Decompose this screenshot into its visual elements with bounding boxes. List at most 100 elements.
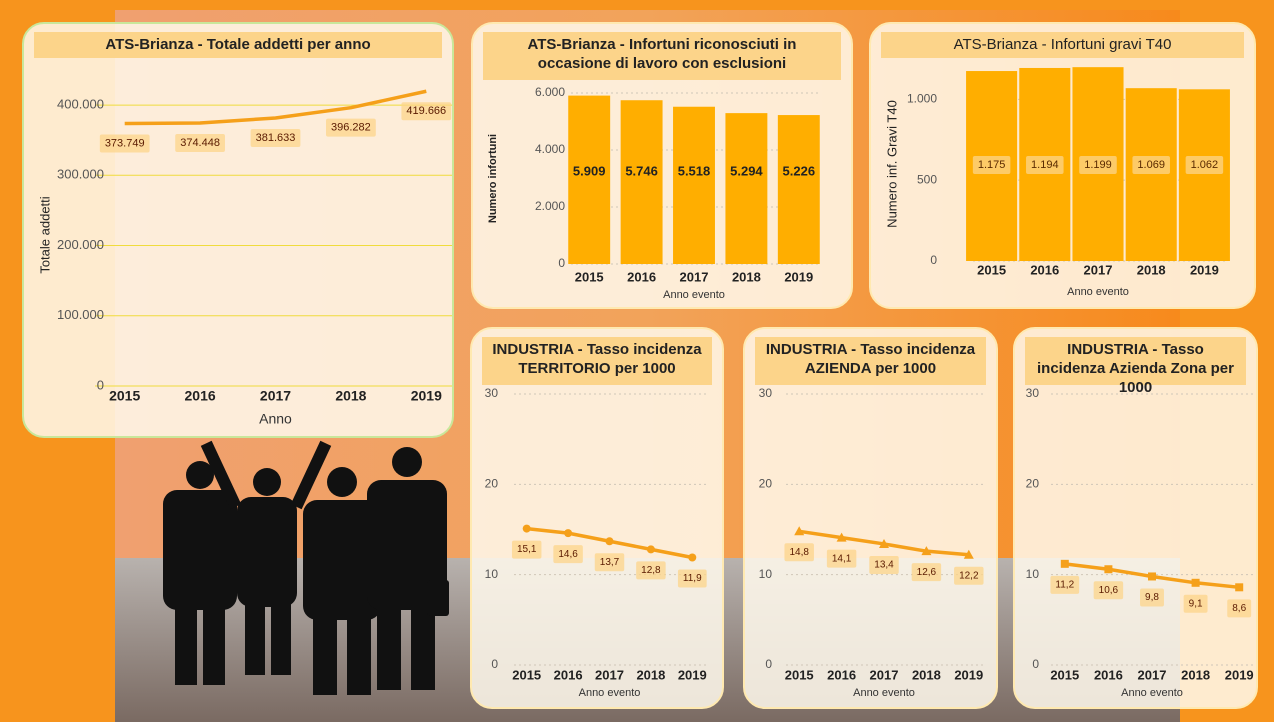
data-label: 5.294 (730, 163, 763, 178)
marker (1104, 565, 1113, 574)
data-label-group: 5.746 (625, 163, 658, 178)
y-tick-label: 0 (765, 657, 772, 671)
marker (1191, 578, 1200, 587)
x-tick-label: 2018 (636, 667, 665, 682)
x-tick-label: 2018 (335, 388, 366, 404)
data-label-box (594, 553, 625, 572)
y-tick-label: 10 (485, 567, 499, 581)
data-label-box (911, 563, 942, 582)
marker (921, 546, 932, 556)
y-tick-label: 20 (485, 477, 499, 491)
bar (1125, 88, 1177, 261)
x-tick-label: 2016 (827, 667, 856, 682)
chart-panel: 0 100.000 200.000 300.000 400.000 2015 2016 201… (22, 22, 454, 438)
data-label: 12,2 (959, 570, 979, 581)
data-label: 13,4 (874, 560, 894, 571)
data-label-box (1185, 156, 1224, 174)
x-tick-label: 2018 (912, 667, 941, 682)
data-label-box (250, 128, 301, 147)
marker (1148, 572, 1156, 581)
data-label: 396.282 (331, 122, 371, 134)
data-label: 5.226 (783, 163, 816, 178)
y-tick-label: 6.000 (535, 85, 565, 99)
data-label-box (784, 543, 814, 562)
data-label-box (1026, 156, 1064, 174)
data-label: 1.062 (1191, 159, 1219, 171)
data-label-group: 1.175 (972, 156, 1011, 174)
y-tick-label: 0 (558, 256, 565, 270)
data-label-group: 1.199 (1079, 156, 1117, 174)
marker (605, 537, 614, 546)
y-tick-label: 1.000 (907, 92, 937, 106)
x-tick-label: 2017 (595, 667, 624, 682)
data-label: 373.749 (105, 137, 145, 149)
data-label: 5.746 (625, 163, 658, 178)
chart-title: INDUSTRIA - Tasso incidenza Azienda Zona… (1025, 337, 1246, 396)
data-label: 1.175 (978, 159, 1006, 171)
data-label-group: 13,4 (869, 555, 899, 574)
data-label: 1.069 (1137, 159, 1165, 171)
data-label: 13,7 (600, 557, 620, 568)
x-tick-label: 2015 (1050, 667, 1079, 682)
data-label-box (511, 540, 542, 559)
x-tick-label: 2017 (1084, 262, 1113, 277)
chart-title: ATS-Brianza - Totale addetti per anno (34, 32, 442, 58)
data-label-box (869, 555, 899, 574)
data-label-group: 15,1 (511, 540, 542, 559)
bar (568, 95, 611, 264)
data-label-group: 1.062 (1185, 156, 1224, 174)
bar (1178, 89, 1230, 261)
data-label: 374.448 (180, 137, 220, 149)
y-tick-label: 20 (1026, 477, 1040, 491)
data-label-box (677, 569, 707, 588)
data-label: 14,8 (789, 547, 809, 558)
y-tick-label: 0 (1032, 657, 1039, 671)
data-label: 381.633 (256, 132, 296, 144)
chart-panel: 0 10 20 30 2015 2016 2017 2018 2019 Anno evento 11… (1013, 327, 1258, 709)
bar (725, 113, 768, 264)
x-tick-label: 2017 (870, 667, 899, 682)
data-label: 5.909 (573, 163, 606, 178)
marker (879, 538, 889, 548)
data-label-group: 396.282 (326, 118, 376, 137)
data-label-group: 11,2 (1050, 575, 1080, 594)
y-tick-label: 500 (917, 172, 937, 186)
x-tick-label: 2019 (1225, 667, 1254, 682)
x-tick-label: 2015 (512, 667, 541, 682)
chart: 0 10 20 30 2015 2016 2017 2018 2019 Anno evento 14… (759, 386, 986, 699)
y-tick-label: 300.000 (57, 167, 104, 182)
data-label-box (1140, 588, 1164, 607)
data-label-box (636, 561, 666, 580)
chart-title: INDUSTRIA - Tasso incidenza AZIENDA per … (755, 337, 986, 385)
y-tick-label: 4.000 (535, 142, 565, 156)
data-label-group: 8,6 (1227, 599, 1252, 618)
data-label: 8,6 (1232, 603, 1246, 614)
chart: 0 500 1.000 2015 2016 2017 2018 2019 Anno evento… (884, 67, 1230, 298)
chart-panel: 0 500 1.000 2015 2016 2017 2018 2019 Anno evento… (869, 22, 1256, 309)
marker (836, 532, 847, 542)
bar (777, 115, 820, 265)
x-axis-label: Anno evento (579, 687, 641, 699)
marker (1235, 583, 1244, 592)
data-label: 9,1 (1189, 598, 1203, 609)
chart: 0 10 20 30 2015 2016 2017 2018 2019 Anno evento 11… (1026, 386, 1256, 699)
data-label-box (326, 118, 376, 137)
x-tick-label: 2019 (1190, 262, 1219, 277)
x-tick-label: 2016 (627, 269, 656, 284)
data-label: 14,1 (832, 553, 852, 564)
marker (688, 553, 697, 562)
marker (963, 549, 974, 559)
data-label-group: 5.294 (730, 163, 763, 178)
data-label-group: 9,1 (1183, 594, 1208, 613)
y-tick-label: 10 (759, 567, 773, 581)
data-label: 12,6 (917, 567, 937, 578)
x-tick-label: 2015 (575, 269, 604, 284)
data-label: 419.666 (406, 105, 446, 117)
y-tick-label: 30 (485, 386, 499, 400)
x-tick-label: 2017 (1138, 667, 1167, 682)
marker (646, 545, 655, 554)
y-tick-label: 2.000 (535, 199, 565, 213)
y-tick-label: 0 (97, 377, 104, 392)
bar (620, 100, 663, 264)
